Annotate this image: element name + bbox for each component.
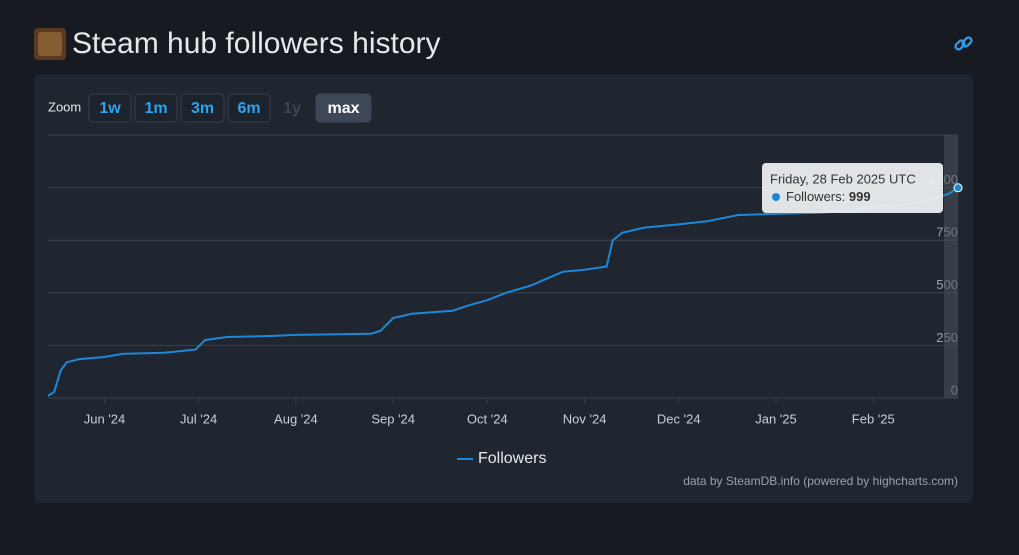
- x-tick-label: Jan '25: [755, 411, 797, 426]
- x-tick-label: Dec '24: [657, 411, 701, 426]
- zoom-bar: Zoom 1w 1m 3m 6m 1y max: [48, 93, 372, 123]
- credits: data by SteamDB.info (powered by highcha…: [683, 474, 958, 488]
- zoom-button[interactable]: [134, 93, 178, 123]
- zoom-button-label[interactable]: 1m: [144, 100, 167, 117]
- x-tick-label: Aug '24: [274, 411, 318, 426]
- zoom-button-label[interactable]: 6m: [237, 100, 260, 117]
- zoom-button-label[interactable]: max: [327, 100, 359, 117]
- x-tick-label: Feb '25: [852, 411, 895, 426]
- zoom-button[interactable]: [88, 93, 132, 123]
- zoom-button-label[interactable]: 3m: [191, 100, 214, 117]
- tooltip-date: Friday, 28 Feb 2025 UTC: [770, 171, 916, 186]
- tooltip-dot: [772, 193, 780, 201]
- zoom-button[interactable]: [315, 93, 372, 123]
- tooltip-series: Followers:: [786, 189, 845, 204]
- page-title: Steam hub followers history: [72, 27, 441, 60]
- chart-panel: [34, 74, 973, 503]
- tooltip-label: Followers: 999: [786, 189, 871, 204]
- x-tick-label: Sep '24: [371, 411, 415, 426]
- game-icon-art: [38, 32, 62, 56]
- hover-point: [953, 183, 963, 193]
- legend-label[interactable]: Followers: [478, 450, 546, 467]
- x-tick-label: Oct '24: [467, 411, 508, 426]
- x-tick-label: Jun '24: [84, 411, 126, 426]
- zoom-button[interactable]: [227, 93, 271, 123]
- tooltip-value: 999: [849, 189, 871, 204]
- tooltip-box: [762, 163, 943, 213]
- crosshair: [944, 135, 958, 398]
- zoom-button[interactable]: [180, 93, 225, 123]
- link-icon[interactable]: [954, 36, 973, 51]
- x-tick-label: Nov '24: [563, 411, 607, 426]
- zoom-button-label[interactable]: 1w: [99, 100, 121, 117]
- zoom-label: Zoom: [48, 99, 81, 114]
- zoom-button-label: 1y: [283, 100, 301, 117]
- x-tick-label: Jul '24: [180, 411, 217, 426]
- series-line: [47, 186, 959, 397]
